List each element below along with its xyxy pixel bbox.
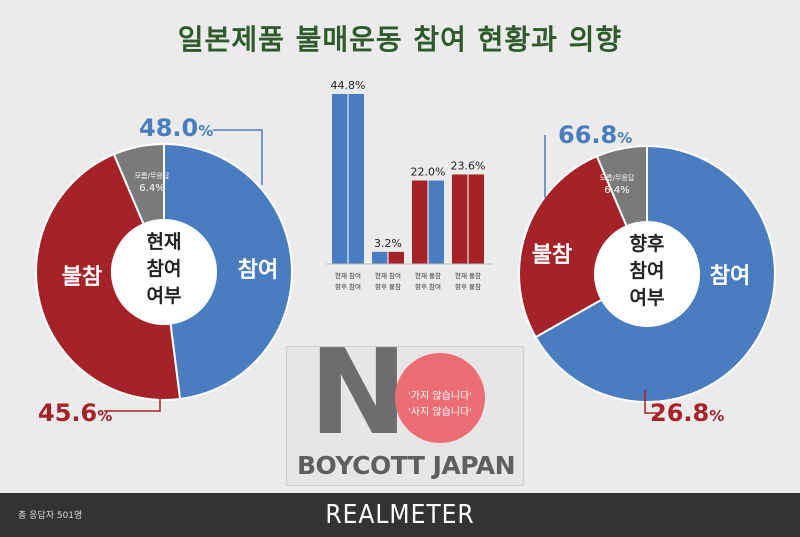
- current-other-label: 모름/무응답: [135, 171, 170, 180]
- future-other-label: 모름/무응답: [600, 173, 635, 182]
- footer-bar: 총 응답자 501명 REALMETER: [0, 493, 800, 537]
- bar-1-left: [372, 251, 388, 264]
- future-other-value: 6.4%: [604, 185, 629, 196]
- future-callout-value-0: 66.8%: [558, 121, 632, 149]
- future-slice-label-1: 불참: [532, 243, 572, 268]
- current-callout-value-0: 48.0%: [139, 114, 213, 142]
- future-center-label-0: 향후: [630, 233, 665, 255]
- bar-3-value-label: 23.6%: [451, 159, 486, 172]
- brand-logo: REALMETER: [325, 500, 475, 530]
- bar-2-category-label-1: 향후 참여: [415, 282, 441, 291]
- bar-3-category-label-0: 현재 불참: [455, 271, 481, 280]
- current-callout-line-1: [104, 380, 161, 412]
- bar-1-right: [388, 251, 404, 264]
- future-callout-line-1: [644, 390, 658, 414]
- bar-2-right: [428, 180, 444, 264]
- bar-0-value-label: 44.8%: [331, 79, 366, 92]
- bar-3-left: [452, 174, 468, 264]
- page-title: 일본제품 불매운동 참여 현황과 의향: [177, 23, 623, 56]
- bar-1-value-label: 3.2%: [374, 237, 402, 250]
- current-callout-value-1: 45.6%: [38, 399, 112, 427]
- bar-2-category-label-0: 현재 불참: [415, 271, 441, 280]
- boycott-japan-logo: N '가지 않습니다' '사지 않습니다' BOYCOTT JAPAN: [286, 333, 524, 486]
- bar-0-right: [348, 94, 364, 264]
- current-center-label-0: 현재: [147, 231, 182, 253]
- respondent-count: 총 응답자 501명: [18, 511, 83, 521]
- boycott-no-letter: N: [309, 323, 408, 461]
- bar-2-value-label: 22.0%: [411, 166, 446, 179]
- boycott-slogan-go: '가지 않습니다': [408, 391, 472, 402]
- current-center-label-2: 여부: [147, 285, 182, 307]
- future-callout-value-1: 26.8%: [650, 399, 724, 427]
- current-callout-line-0: [213, 129, 263, 185]
- future-center-label-1: 참여: [630, 260, 665, 282]
- current-other-value: 6.4%: [139, 183, 164, 194]
- bar-3-category-label-1: 향후 불참: [455, 282, 481, 291]
- current-center-label-1: 참여: [147, 258, 182, 280]
- boycott-text: BOYCOTT JAPAN: [296, 451, 516, 480]
- current-slice-label-0: 참여: [238, 258, 278, 283]
- current-donut-hole: [112, 220, 216, 324]
- bar-0-category-label-1: 향후 참여: [335, 282, 361, 291]
- bar-2-left: [412, 180, 428, 264]
- future-slice-label-0: 참여: [710, 264, 750, 289]
- boycott-slogan-buy: '사지 않습니다': [408, 407, 472, 418]
- bar-1-category-label-1: 향후 불참: [375, 282, 401, 291]
- future-donut-hole: [595, 222, 699, 326]
- current-slice-label-1: 불참: [62, 265, 102, 290]
- bar-3-right: [468, 174, 484, 264]
- boycott-red-circle: [395, 353, 485, 443]
- future-center-label-2: 여부: [630, 287, 665, 309]
- bar-1-category-label-0: 현재 참여: [375, 271, 401, 280]
- bar-0-left: [332, 94, 348, 264]
- bar-0-category-label-0: 현재 참여: [335, 271, 361, 280]
